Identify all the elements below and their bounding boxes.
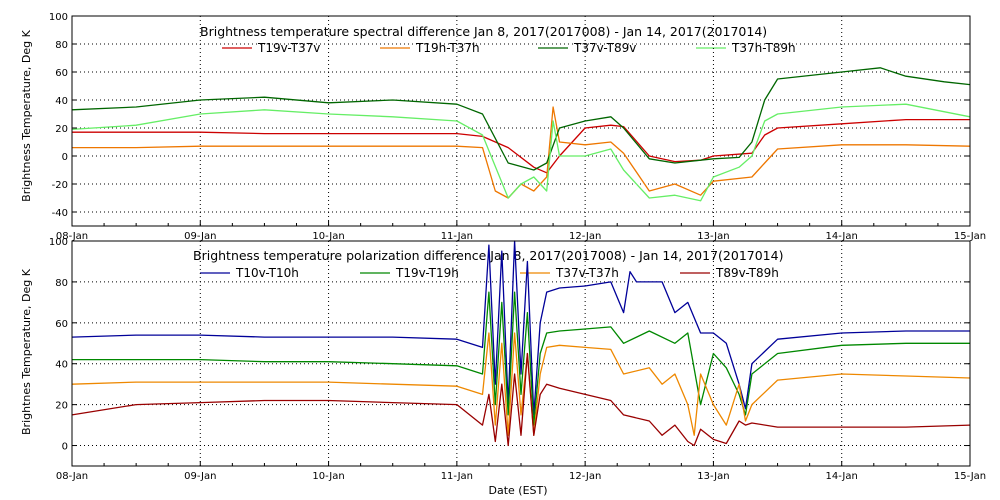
polarization-y-tick-label: 80 (55, 278, 68, 289)
spectral-plot-frame (71, 15, 971, 227)
spectral-series-line-3 (71, 67, 971, 171)
polarization-series-line-3 (71, 332, 971, 436)
polarization-y-tick-label: 100 (49, 237, 68, 248)
polarization-legend-label: T19v-T19h (395, 266, 459, 280)
spectral-series-line-2 (72, 106, 971, 199)
spectral-y-tick-label: 40 (55, 96, 68, 107)
spectral-y-tick-label: 0 (62, 152, 68, 163)
spectral-difference-y-axis-label: Brightness Temperature, Deg K (20, 29, 33, 201)
polarization-series-line-4 (71, 352, 971, 447)
polarization-series-line-2 (72, 291, 970, 426)
polarization-y-tick-label: 20 (55, 401, 68, 412)
spectral-y-tick-label: 60 (55, 68, 68, 79)
spectral-legend-label: T19v-T37v (257, 41, 320, 55)
polarization-x-tick-label: 08-Jan (56, 471, 88, 482)
spectral-x-tick-label: 13-Jan (697, 231, 729, 242)
polarization-legend-label: T89v-T89h (715, 266, 779, 280)
spectral-x-tick-label: 15-Jan (954, 231, 986, 242)
polarization-difference-y-axis-label: Brightnes Temperature, Deg K (20, 268, 33, 435)
polarization-x-tick-label: 09-Jan (184, 471, 216, 482)
x-axis-label: Date (EST) (488, 484, 547, 497)
spectral-x-tick-label: 10-Jan (312, 231, 344, 242)
spectral-legend-label: T37v-T89v (573, 41, 636, 55)
polarization-x-tick-label: 11-Jan (441, 471, 473, 482)
spectral-series-line-1 (72, 118, 970, 174)
spectral-x-tick-label: 11-Jan (441, 231, 473, 242)
spectral-x-tick-label: 12-Jan (569, 231, 601, 242)
spectral-series-line-4 (71, 103, 971, 202)
spectral-y-tick-label: 100 (49, 12, 68, 23)
spectral-y-tick-label: -20 (52, 180, 68, 191)
spectral-x-tick-label: 08-Jan (56, 231, 88, 242)
spectral-x-tick-label: 09-Jan (184, 231, 216, 242)
spectral-legend-label: T19h-T37h (415, 41, 480, 55)
polarization-difference-panel: Brightness temperature polarization diff… (20, 237, 986, 497)
polarization-y-tick-label: 60 (55, 319, 68, 330)
polarization-difference-legend: T10v-T10h T19v-T19h T37v-T37h T89v-T89h (200, 266, 779, 280)
polarization-x-tick-label: 10-Jan (312, 471, 344, 482)
spectral-difference-title: Brightness temperature spectral differen… (200, 24, 767, 39)
spectral-y-tick-label: 20 (55, 124, 68, 135)
polarization-x-tick-label: 12-Jan (569, 471, 601, 482)
polarization-plot-frame (71, 240, 971, 467)
polarization-y-tick-label: 40 (55, 360, 68, 371)
polarization-y-tick-label: 0 (62, 442, 68, 453)
polarization-x-tick-label: 13-Jan (697, 471, 729, 482)
polarization-legend-label: T10v-T10h (235, 266, 299, 280)
spectral-y-tick-label: 80 (55, 40, 68, 51)
polarization-x-tick-label: 14-Jan (826, 471, 858, 482)
spectral-legend-label: T37h-T89h (731, 41, 796, 55)
spectral-difference-panel: Brightness temperature spectral differen… (20, 12, 986, 242)
spectral-x-tick-label: 14-Jan (826, 231, 858, 242)
polarization-legend-label: T37v-T37h (555, 266, 619, 280)
polarization-x-tick-label: 15-Jan (954, 471, 986, 482)
spectral-y-tick-label: -40 (52, 208, 68, 219)
